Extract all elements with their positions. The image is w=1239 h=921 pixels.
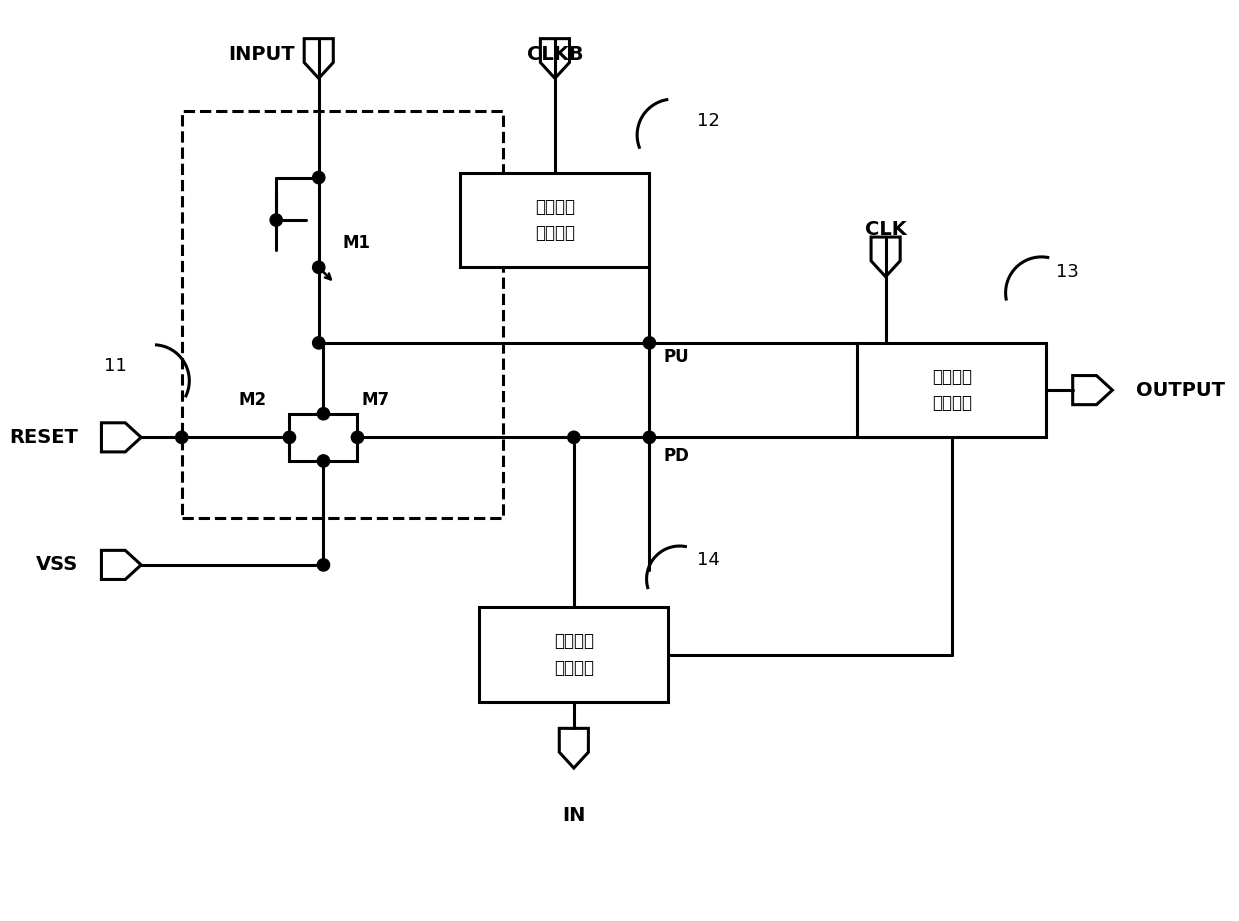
FancyBboxPatch shape — [479, 608, 668, 702]
Circle shape — [643, 431, 655, 444]
Circle shape — [312, 262, 325, 274]
Text: PU: PU — [664, 348, 689, 366]
Text: 下拉节点
控制单元: 下拉节点 控制单元 — [535, 198, 575, 242]
Circle shape — [317, 559, 330, 571]
FancyBboxPatch shape — [290, 414, 358, 461]
Text: 14: 14 — [696, 551, 720, 569]
Circle shape — [284, 431, 296, 444]
Circle shape — [352, 431, 363, 444]
Circle shape — [312, 337, 325, 349]
Text: M7: M7 — [362, 391, 389, 409]
Text: 13: 13 — [1056, 263, 1079, 281]
Text: CLKB: CLKB — [527, 45, 584, 64]
FancyBboxPatch shape — [461, 173, 649, 267]
Text: OUTPUT: OUTPUT — [1136, 380, 1225, 400]
Text: M1: M1 — [342, 234, 370, 252]
Circle shape — [270, 214, 282, 227]
Circle shape — [567, 431, 580, 444]
Text: IN: IN — [563, 806, 586, 825]
Text: CLK: CLK — [865, 220, 907, 239]
Circle shape — [643, 337, 655, 349]
Circle shape — [176, 431, 188, 444]
Text: M2: M2 — [239, 391, 266, 409]
Text: PD: PD — [664, 448, 689, 465]
Circle shape — [312, 171, 325, 183]
Text: VSS: VSS — [36, 555, 78, 575]
Text: 阅值电压
控制单元: 阅值电压 控制单元 — [554, 633, 593, 677]
Text: 12: 12 — [696, 111, 720, 130]
Text: 栊极信号
输出单元: 栊极信号 输出单元 — [932, 367, 971, 413]
Circle shape — [317, 408, 330, 420]
Text: 11: 11 — [104, 357, 126, 376]
Text: RESET: RESET — [9, 428, 78, 447]
Text: INPUT: INPUT — [228, 45, 295, 64]
FancyBboxPatch shape — [857, 343, 1046, 437]
Circle shape — [317, 455, 330, 467]
